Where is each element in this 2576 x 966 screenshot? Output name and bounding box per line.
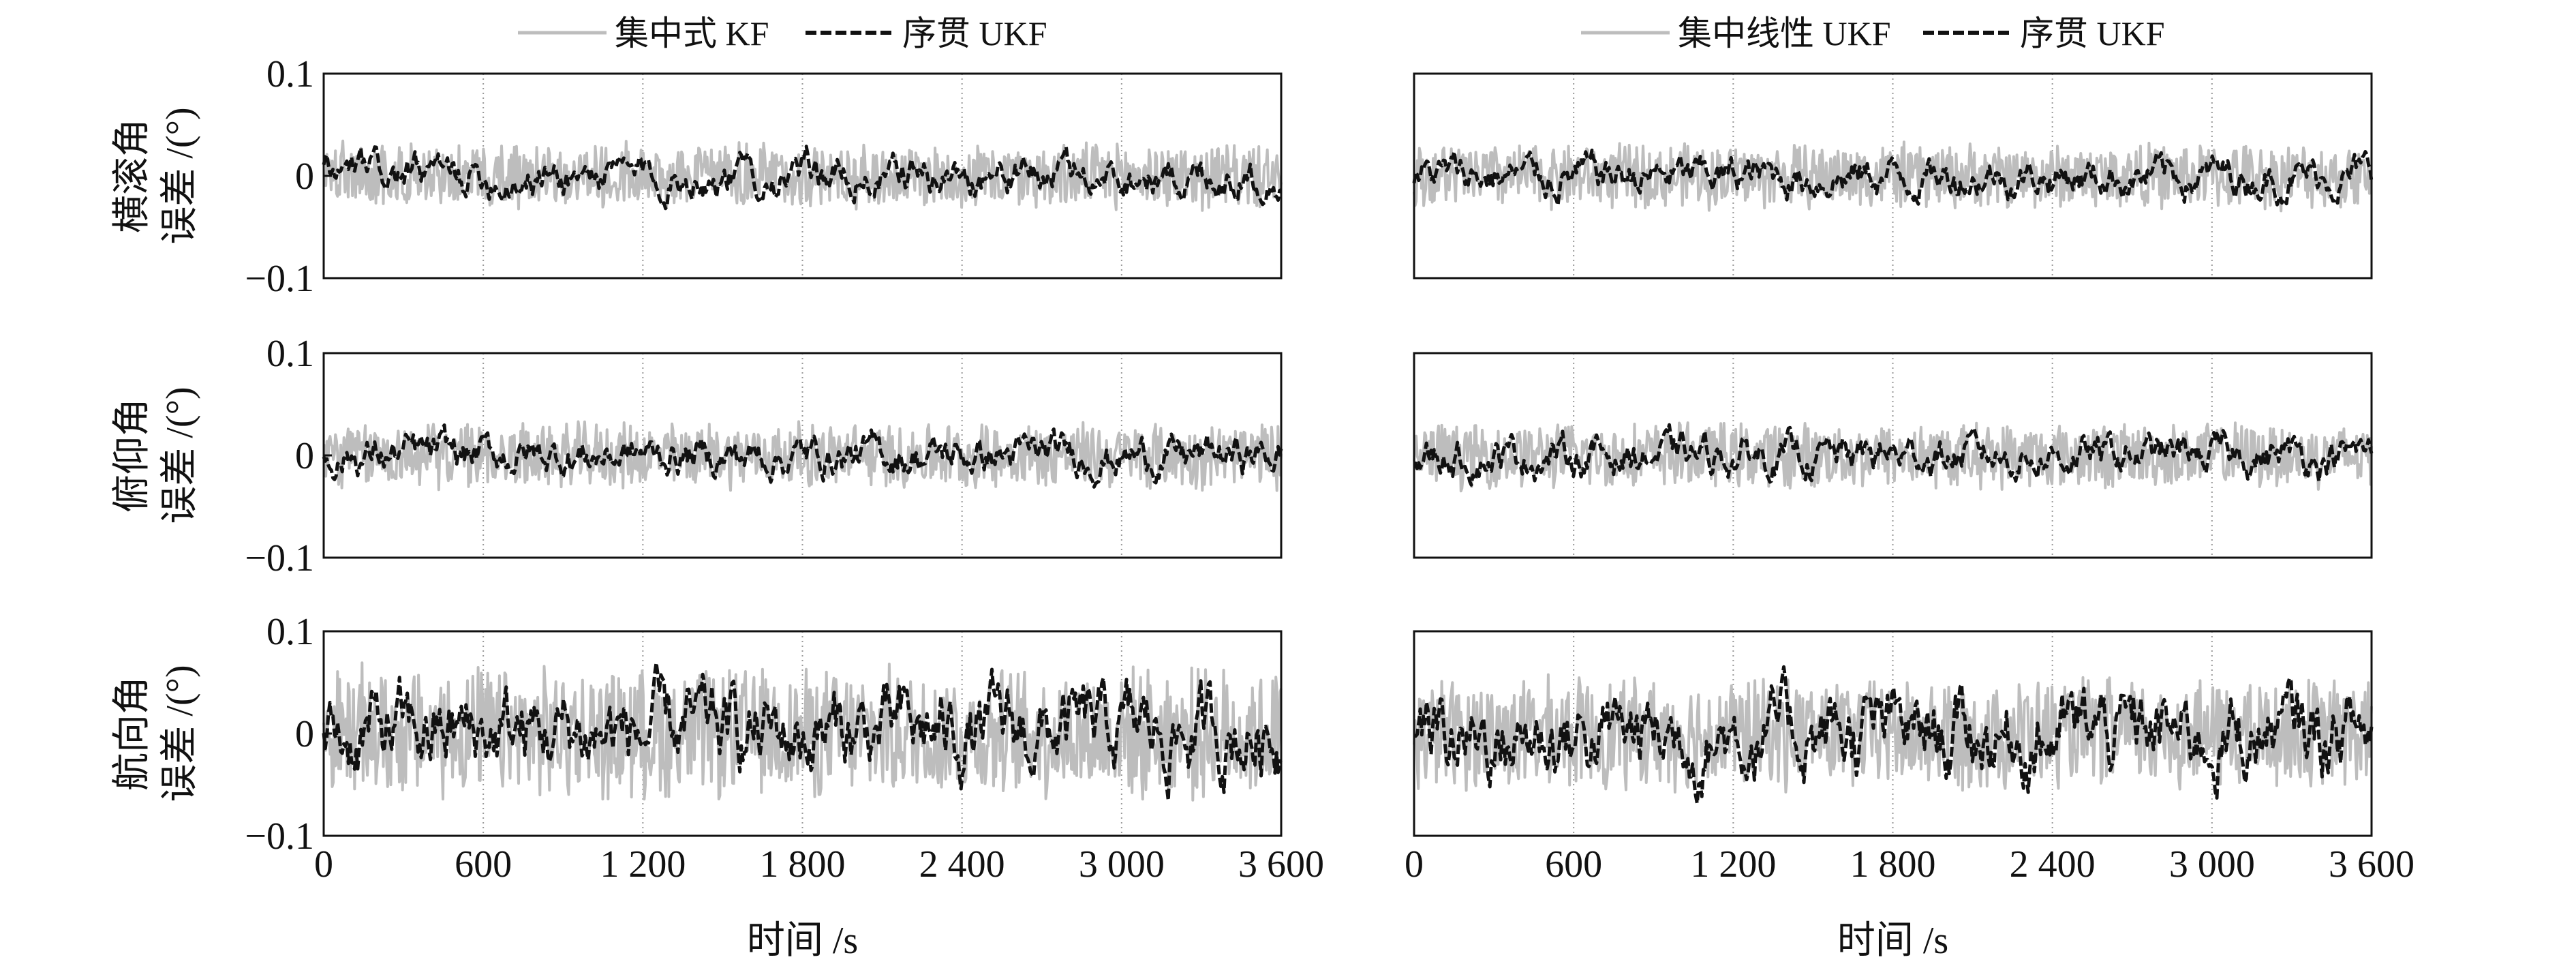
series-line-sequential-ukf xyxy=(1413,665,2374,805)
plot-frame xyxy=(1413,352,2373,559)
y-tick-label: −0.1 xyxy=(245,258,314,300)
y-tick-label: −0.1 xyxy=(245,815,314,858)
x-axis-label: 时间 /s xyxy=(1837,920,1948,962)
subplot-0-0: 0.1 0 −0.1 横滚角 误差 /(°) xyxy=(111,53,1283,300)
series-line-sequential-ukf xyxy=(1412,149,2374,207)
legend-label: 集中线性 UKF xyxy=(1678,14,1891,52)
y-axis-label: 误差 /(°) xyxy=(159,665,201,802)
x-tick-label: 3 600 xyxy=(2329,843,2414,886)
series-line-sequential-ukf xyxy=(322,423,1283,489)
x-axis-label: 时间 /s xyxy=(747,920,858,962)
series-line-reference xyxy=(1413,140,2373,213)
x-tick-label: 3 000 xyxy=(1079,843,1165,886)
y-tick-label: 0.1 xyxy=(266,333,314,375)
legend-label: 序贯 UKF xyxy=(902,14,1047,52)
y-tick-label: −0.1 xyxy=(245,537,314,579)
y-tick-label: 0.1 xyxy=(266,53,314,95)
series-line-sequential-ukf xyxy=(322,145,1283,211)
x-tick-label: 2 400 xyxy=(919,843,1005,886)
subplot-1-0 xyxy=(1412,72,2374,280)
subplot-1-2: 0 600 1 200 1 800 2 400 3 000 3 600 时间 /s xyxy=(1405,630,2414,962)
legend-label: 集中式 KF xyxy=(615,14,769,52)
y-axis-label: 横滚角 xyxy=(111,119,153,233)
y-axis-label: 航向角 xyxy=(111,676,153,791)
series-line-reference xyxy=(322,420,1283,492)
x-tick-label: 1 800 xyxy=(760,843,846,886)
x-tick-label: 1 200 xyxy=(600,843,686,886)
legend-0: 集中式 KF 序贯 UKF xyxy=(518,14,1047,52)
x-tick-label: 0 xyxy=(1405,843,1424,886)
subplot-1-1 xyxy=(1413,352,2374,559)
legend-label: 序贯 UKF xyxy=(2020,14,2165,52)
x-tick-label: 3 000 xyxy=(2169,843,2255,886)
x-tick-label: 1 200 xyxy=(1690,843,1776,886)
subplot-0-1: 0.1 0 −0.1 俯仰角 误差 /(°) xyxy=(111,333,1283,579)
y-tick-label: 0 xyxy=(295,713,314,755)
plot-frame xyxy=(1413,72,2373,280)
y-axis-label: 俯仰角 xyxy=(111,398,153,513)
series-line-reference xyxy=(323,139,1283,212)
x-tick-label: 600 xyxy=(1545,843,1602,886)
x-tick-label: 1 800 xyxy=(1850,843,1936,886)
subplot-0-2: 0.10−0.10 600 1 200 1 800 2 400 3 000 3 600时间 … xyxy=(111,611,1324,962)
x-tick-label: 3 600 xyxy=(1238,843,1324,886)
x-tick-label: 0 xyxy=(314,843,333,886)
plot-frame xyxy=(1413,630,2373,837)
series-line-reference xyxy=(322,661,1283,802)
y-axis-label: 误差 /(°) xyxy=(159,387,201,524)
series-line-sequential-ukf xyxy=(1413,423,2374,487)
x-tick-label: 2 400 xyxy=(2010,843,2096,886)
y-tick-label: 0.1 xyxy=(266,611,314,653)
y-tick-label: 0 xyxy=(295,155,314,198)
y-axis-label: 误差 /(°) xyxy=(159,107,201,244)
legend-1: 集中线性 UKF 序贯 UKF xyxy=(1581,14,2165,52)
x-tick-label: 600 xyxy=(455,843,512,886)
series-line-reference xyxy=(1413,673,2373,794)
y-tick-label: 0 xyxy=(295,435,314,477)
series-line-sequential-ukf xyxy=(322,661,1283,802)
